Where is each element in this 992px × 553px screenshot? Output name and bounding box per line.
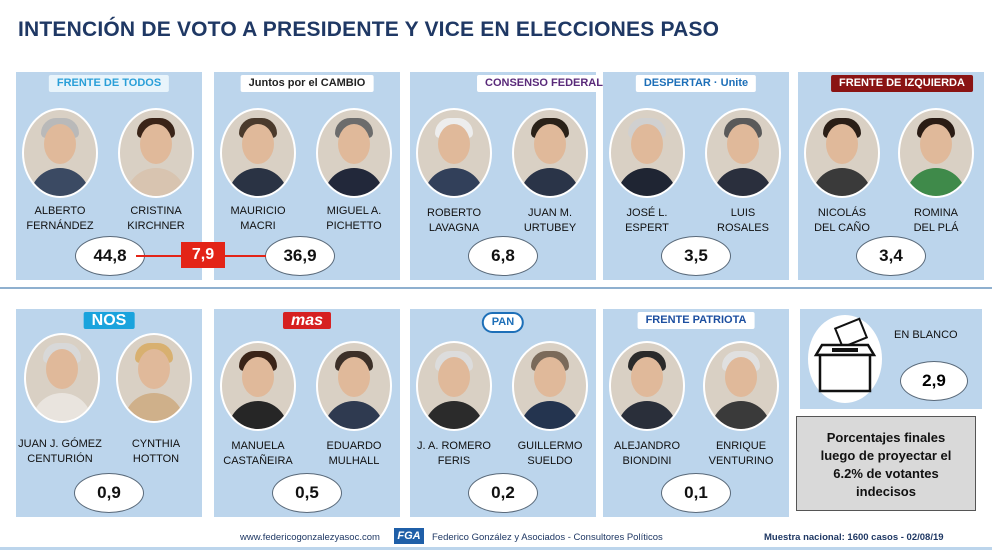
candidate-name: CYNTHIA HOTTON: [131, 438, 181, 465]
candidate-name: EDUARDO MULHALL: [326, 440, 382, 467]
candidate-name: JOSÉ L. ESPERT: [625, 207, 669, 234]
candidate-photo: [220, 108, 296, 198]
candidate-card: Juntos por el CAMBIO MAURICIO MACRI MIGUE…: [214, 72, 400, 280]
candidate-photo: [416, 108, 492, 198]
candidate-photo: [804, 108, 880, 198]
brand-logo: FGA: [394, 528, 424, 544]
candidate-photo: [609, 341, 685, 431]
blank-vote-percentage: 2,9: [900, 361, 968, 401]
page-title: INTENCIÓN DE VOTO A PRESIDENTE Y VICE EN…: [18, 18, 720, 41]
candidate-name: JUAN J. GÓMEZ CENTURIÓN: [18, 438, 102, 465]
vote-percentage: 6,8: [468, 236, 538, 276]
candidate-card: FRENTE PATRIOTA ALEJANDRO BIONDINI ENRIQU…: [603, 309, 789, 517]
projection-note: Porcentajes finales luego de proyectar e…: [796, 416, 976, 511]
candidate-name: CRISTINA KIRCHNER: [127, 205, 185, 232]
candidate-name: GUILLERMO SUELDO: [517, 440, 583, 467]
candidate-photo: [118, 108, 194, 198]
candidate-name: LUIS ROSALES: [717, 207, 769, 234]
candidate-photo: [116, 333, 192, 423]
candidate-name: MANUELA CASTAÑEIRA: [223, 440, 293, 467]
candidate-card: DESPERTAR · Unite JOSÉ L. ESPERT LUIS ROSA…: [603, 72, 789, 280]
vote-percentage: 36,9: [265, 236, 335, 276]
candidate-photo: [898, 108, 974, 198]
candidate-photo: [705, 108, 781, 198]
vote-percentage: 0,9: [74, 473, 144, 513]
candidate-name: JUAN M. URTUBEY: [523, 207, 577, 234]
candidate-name: ROBERTO LAVAGNA: [427, 207, 481, 234]
candidate-name: NICOLÁS DEL CAÑO: [814, 207, 870, 234]
blank-vote-label: EN BLANCO: [894, 329, 958, 341]
candidate-name: ALEJANDRO BIONDINI: [613, 440, 681, 467]
candidate-card: PAN J. A. ROMERO FERIS GUILLERMO SUELDO 0,…: [410, 309, 596, 517]
candidate-photo: [220, 341, 296, 431]
party-logo: PAN: [481, 312, 525, 333]
candidate-photo: [24, 333, 100, 423]
candidate-name: J. A. ROMERO FERIS: [417, 440, 491, 467]
candidate-name: ALBERTO FERNÁNDEZ: [26, 205, 94, 232]
party-logo: NOS: [83, 312, 135, 329]
candidate-card: FRENTE DE IZQUIERDA NICOLÁS DEL CAÑO ROMI…: [798, 72, 984, 280]
vote-percentage: 44,8: [75, 236, 145, 276]
candidate-photo: [416, 341, 492, 431]
candidate-photo: [316, 108, 392, 198]
candidate-name: ENRIQUE VENTURINO: [708, 440, 774, 467]
ballot-box-icon: [808, 315, 882, 403]
party-logo: CONSENSO FEDERAL: [477, 75, 611, 92]
footer-website: www.federicogonzalezyasoc.com: [240, 532, 380, 543]
vote-percentage: 0,1: [661, 473, 731, 513]
vote-percentage: 3,5: [661, 236, 731, 276]
party-logo: DESPERTAR · Unite: [635, 75, 757, 92]
candidate-photo: [512, 108, 588, 198]
footer-sample: Muestra nacional: 1600 casos - 02/08/19: [764, 532, 944, 543]
footer-company: Federico González y Asociados - Consulto…: [432, 532, 663, 543]
party-logo: FRENTE PATRIOTA: [637, 312, 755, 329]
candidate-name: MIGUEL A. PICHETTO: [326, 205, 382, 232]
candidate-photo: [703, 341, 779, 431]
blank-vote-card: EN BLANCO 2,9: [800, 309, 982, 409]
difference-badge: 7,9: [181, 242, 225, 268]
vote-percentage: 0,5: [272, 473, 342, 513]
party-logo: FRENTE DE IZQUIERDA: [831, 75, 973, 92]
vote-percentage: 0,2: [468, 473, 538, 513]
party-logo: mas: [282, 312, 332, 329]
candidate-card: CONSENSO FEDERAL ROBERTO LAVAGNA JUAN M. U…: [410, 72, 611, 280]
candidate-photo: [609, 108, 685, 198]
candidate-photo: [512, 341, 588, 431]
candidate-card: NOS JUAN J. GÓMEZ CENTURIÓN CYNTHIA HOTTON…: [16, 309, 202, 517]
candidate-card: FRENTE DE TODOS ALBERTO FERNÁNDEZ CRISTIN…: [16, 72, 202, 280]
candidate-name: MAURICIO MACRI: [230, 205, 286, 232]
candidate-card: mas MANUELA CASTAÑEIRA EDUARDO MULHALL 0,5: [214, 309, 400, 517]
footer-rule: [0, 547, 992, 550]
vote-percentage: 3,4: [856, 236, 926, 276]
row-divider: [0, 287, 992, 289]
candidate-photo: [316, 341, 392, 431]
party-logo: FRENTE DE TODOS: [48, 75, 170, 92]
candidate-name: ROMINA DEL PLÁ: [913, 207, 959, 234]
party-logo: Juntos por el CAMBIO: [240, 75, 374, 92]
candidate-photo: [22, 108, 98, 198]
